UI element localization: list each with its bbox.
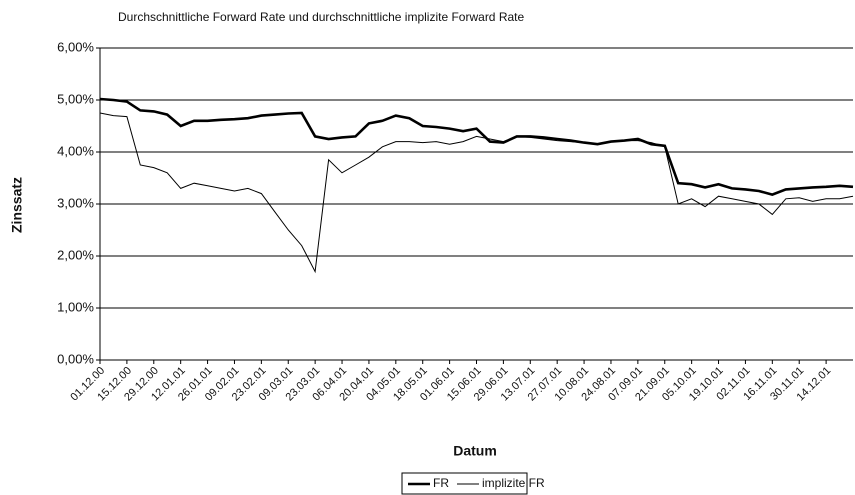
legend-label: FR [433, 476, 449, 490]
legend-label: implizite FR [482, 476, 545, 490]
chart-title: Durchschnittliche Forward Rate und durch… [118, 10, 524, 24]
y-tick-label: 1,00% [57, 299, 94, 314]
y-axis-label: Zinssatz [9, 177, 25, 233]
series-line [99, 97, 854, 196]
y-tick-label: 3,00% [57, 195, 94, 210]
series-line [99, 112, 854, 274]
x-axis-label: Datum [453, 443, 497, 459]
y-tick-label: 2,00% [57, 247, 94, 262]
y-tick-label: 0,00% [57, 351, 94, 366]
y-tick-label: 5,00% [57, 91, 94, 106]
y-tick-label: 6,00% [57, 39, 94, 54]
y-tick-label: 4,00% [57, 143, 94, 158]
